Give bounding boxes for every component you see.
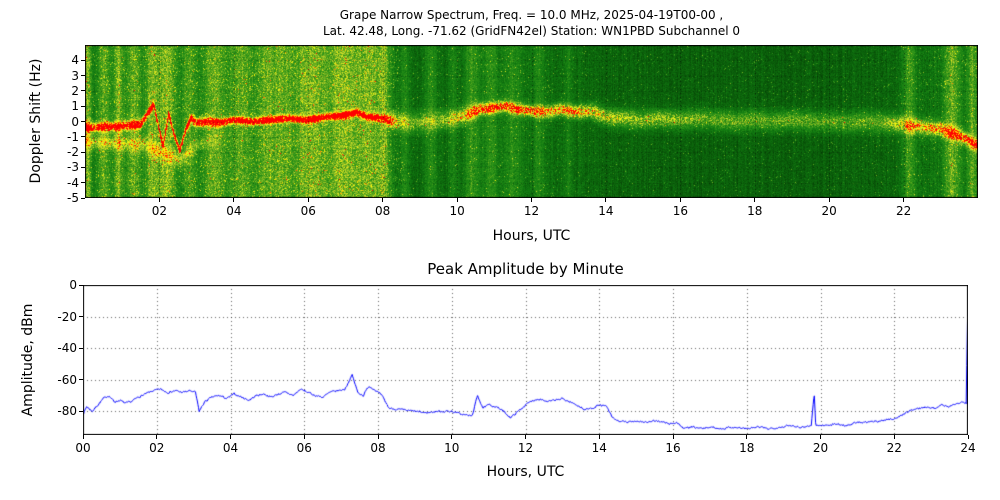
spectrogram-x-tick <box>754 198 756 202</box>
spectrogram-y-tick <box>81 197 85 199</box>
spectrogram-y-tick-label: -1 <box>67 129 79 144</box>
amplitude-y-tick <box>79 316 83 318</box>
spectrogram-x-tick-label: 08 <box>375 204 391 218</box>
spectrogram-y-tick-label: -5 <box>67 191 79 205</box>
spectrogram-y-tick <box>81 105 85 107</box>
amplitude-x-tick-label: 12 <box>517 441 534 455</box>
amplitude-x-tick <box>525 435 526 439</box>
spectrogram-x-tick-label: 18 <box>747 204 763 218</box>
amplitude-x-tick-label: 08 <box>370 441 386 455</box>
amplitude-x-tick-label: 10 <box>444 441 460 455</box>
amplitude-x-tick <box>451 435 453 439</box>
amplitude-x-tick <box>377 435 379 439</box>
amplitude-y-tick-label: -40 <box>57 341 77 356</box>
amplitude-y-tick-label: 0 <box>69 278 77 292</box>
amplitude-x-tick-label: 04 <box>222 441 239 455</box>
spectrogram-y-tick <box>81 90 85 92</box>
spectrogram-x-tick-label: 12 <box>523 204 540 218</box>
amplitude-x-tick <box>230 435 231 439</box>
spectrogram-x-tick-label: 14 <box>598 204 614 218</box>
spectrogram-x-tick <box>531 198 532 202</box>
amplitude-x-tick-label: 16 <box>665 441 681 455</box>
spectrogram-y-tick-label: -2 <box>67 145 79 160</box>
spectrogram-y-tick <box>81 182 85 184</box>
amplitude-line-plot <box>83 285 968 435</box>
amplitude-ylabel: Amplitude, dBm <box>20 303 36 417</box>
spectrogram-heatmap <box>85 45 978 198</box>
spectrogram-x-tick-label: 20 <box>821 204 837 218</box>
spectrogram-y-tick-label: 2 <box>71 83 79 98</box>
amplitude-y-tick <box>79 347 83 349</box>
amplitude-y-tick <box>79 284 83 286</box>
spectrogram-y-tick-label: 3 <box>71 68 79 83</box>
spectrogram-x-tick <box>307 198 309 202</box>
amplitude-x-tick-label: 14 <box>591 441 607 455</box>
spectrogram-x-tick <box>158 198 160 202</box>
spectrogram-y-tick-label: -3 <box>67 160 79 175</box>
spectrogram-x-tick <box>828 198 830 202</box>
spectrogram-y-tick <box>81 151 85 153</box>
spectrogram-x-tick-label: 10 <box>449 204 465 218</box>
amplitude-title: Peak Amplitude by Minute <box>427 260 624 278</box>
spectrogram-x-tick <box>679 198 681 202</box>
amplitude-x-tick <box>156 435 158 439</box>
spectrogram-title-line1: Grape Narrow Spectrum, Freq. = 10.0 MHz,… <box>339 8 724 22</box>
amplitude-x-tick-label: 02 <box>149 441 165 455</box>
spectrogram-y-tick <box>81 136 85 138</box>
spectrogram-y-tick-label: -4 <box>67 175 79 190</box>
amplitude-x-tick <box>598 435 600 439</box>
amplitude-x-tick <box>746 435 748 439</box>
amplitude-x-tick <box>303 435 305 439</box>
amplitude-x-tick <box>82 435 84 439</box>
spectrogram-x-tick <box>903 198 905 202</box>
amplitude-x-tick-label: 18 <box>739 441 755 455</box>
amplitude-xlabel: Hours, UTC <box>486 464 565 480</box>
spectrogram-x-tick <box>456 198 458 202</box>
amplitude-y-tick <box>79 410 83 412</box>
amplitude-x-tick <box>820 435 821 439</box>
spectrogram-y-tick-label: 1 <box>71 99 79 114</box>
amplitude-y-tick <box>79 379 83 381</box>
spectrogram-y-tick-label: 0 <box>71 114 79 129</box>
amplitude-x-tick <box>893 435 895 439</box>
spectrogram-y-tick <box>81 59 85 61</box>
amplitude-x-tick-label: 20 <box>812 441 829 455</box>
amplitude-x-tick <box>672 435 674 439</box>
spectrogram-x-tick-label: 02 <box>151 204 168 218</box>
spectrogram-x-tick <box>605 198 607 202</box>
spectrogram-y-tick <box>81 166 85 168</box>
spectrogram-x-tick-label: 22 <box>895 204 912 218</box>
spectrogram-x-tick-label: 06 <box>300 204 316 218</box>
amplitude-x-tick-label: 22 <box>886 441 902 455</box>
amplitude-y-tick-label: -20 <box>57 309 77 324</box>
spectrogram-x-tick <box>382 198 384 202</box>
spectrogram-y-tick <box>81 121 85 122</box>
spectrogram-y-tick-label: 4 <box>71 53 79 68</box>
amplitude-x-tick-label: 06 <box>296 441 312 455</box>
amplitude-y-tick-label: -80 <box>57 404 77 419</box>
spectrogram-x-tick-label: 16 <box>672 204 688 218</box>
spectrogram-xlabel: Hours, UTC <box>492 228 571 244</box>
spectrogram-x-tick-label: 04 <box>226 204 242 218</box>
amplitude-x-tick-label: 00 <box>75 441 91 455</box>
amplitude-x-tick <box>967 435 969 439</box>
spectrogram-y-tick <box>81 75 85 77</box>
spectrogram-x-tick <box>233 198 235 202</box>
amplitude-x-tick-label: 24 <box>960 441 976 455</box>
spectrogram-ylabel: Doppler Shift (Hz) <box>28 58 44 184</box>
spectrogram-title-line2: Lat. 42.48, Long. -71.62 (GridFN42el) St… <box>322 24 741 38</box>
amplitude-y-tick-label: -60 <box>57 372 77 387</box>
